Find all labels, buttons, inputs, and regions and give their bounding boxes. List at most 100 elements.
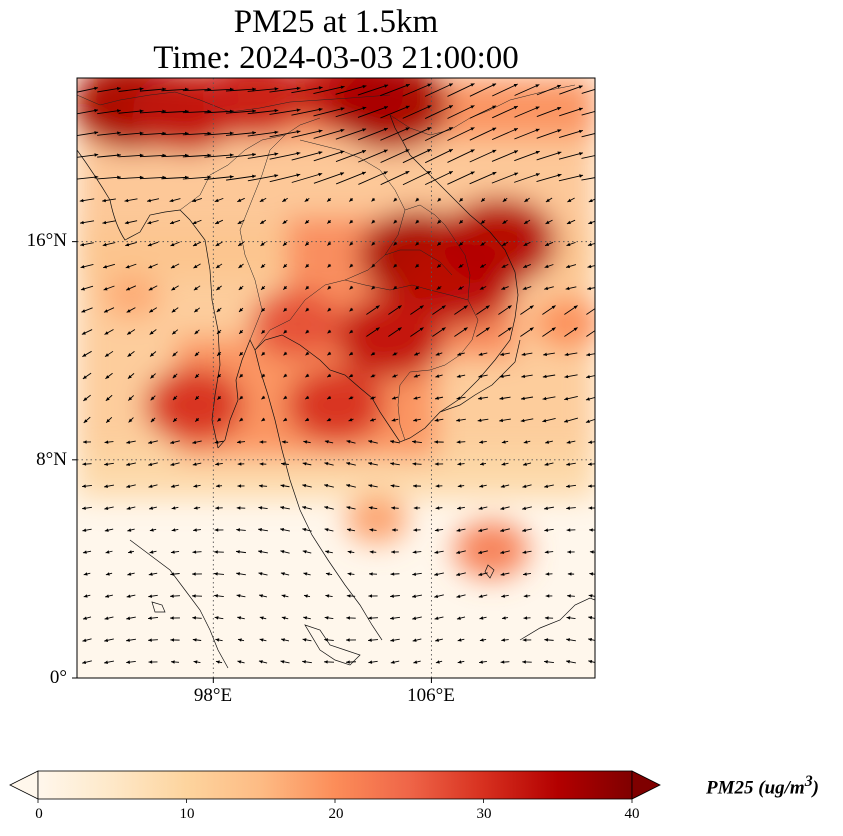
wind-arrow bbox=[522, 572, 532, 576]
wind-arrow bbox=[458, 264, 464, 268]
wind-arrow bbox=[304, 197, 310, 203]
wind-arrow bbox=[346, 594, 356, 598]
wind-arrow bbox=[435, 638, 443, 642]
wind-arrow bbox=[536, 106, 562, 118]
wind-arrow bbox=[415, 219, 420, 224]
wind-arrow bbox=[126, 594, 136, 598]
wind-arrow bbox=[217, 417, 222, 422]
wind-arrow bbox=[327, 351, 332, 356]
wind-arrow bbox=[581, 177, 595, 181]
wind-arrow bbox=[502, 197, 508, 203]
wind-arrow bbox=[335, 150, 367, 162]
wind-arrow bbox=[192, 241, 202, 247]
wind-arrow bbox=[588, 637, 595, 642]
colorbar-tick-30: 30 bbox=[476, 806, 492, 822]
wind-arrow bbox=[436, 241, 442, 246]
wind-arrow bbox=[565, 286, 577, 291]
wind-arrow bbox=[83, 416, 91, 424]
wind-arrow bbox=[194, 395, 200, 401]
wind-arrow bbox=[305, 307, 310, 312]
wind-arrow bbox=[204, 153, 234, 158]
wind-arrow bbox=[302, 484, 312, 488]
wind-arrow bbox=[566, 241, 576, 247]
colorbar bbox=[9, 770, 661, 803]
wind-arrow bbox=[476, 305, 490, 315]
wind-arrow bbox=[237, 462, 245, 466]
wind-arrow bbox=[522, 550, 532, 554]
wind-arrow bbox=[437, 197, 442, 202]
wind-arrow bbox=[194, 373, 200, 379]
wind-arrow bbox=[434, 462, 444, 466]
wind-arrow bbox=[105, 372, 113, 380]
wind-arrow bbox=[281, 594, 289, 598]
lat-label-16n: 16°N bbox=[26, 230, 67, 251]
wind-arrow bbox=[368, 572, 378, 576]
wind-arrow bbox=[304, 417, 310, 422]
wind-arrow bbox=[124, 220, 138, 225]
wind-arrow bbox=[523, 219, 531, 225]
wind-arrow bbox=[104, 506, 114, 510]
wind-arrow bbox=[588, 594, 595, 598]
wind-arrow bbox=[522, 462, 532, 466]
wind-arrow bbox=[414, 352, 420, 356]
wind-arrow bbox=[480, 219, 486, 225]
wind-arrow bbox=[82, 660, 92, 665]
wind-arrow bbox=[566, 440, 576, 444]
wind-arrow bbox=[282, 219, 288, 225]
wind-arrow bbox=[118, 87, 144, 92]
wind-arrow bbox=[501, 638, 509, 642]
wind-arrow bbox=[104, 440, 114, 444]
wind-arrow bbox=[585, 418, 595, 423]
wind-arrow bbox=[388, 305, 402, 315]
wind-arrow bbox=[521, 374, 533, 379]
wind-arrow bbox=[215, 462, 223, 466]
wind-arrow bbox=[148, 638, 158, 642]
wind-arrow bbox=[587, 242, 595, 247]
wind-arrow bbox=[216, 329, 222, 335]
colorbar-title-close: ) bbox=[812, 777, 819, 799]
wind-arrow bbox=[149, 528, 157, 532]
wind-arrow bbox=[82, 484, 92, 488]
wind-arrow bbox=[102, 263, 116, 269]
wind-arrow bbox=[585, 375, 595, 379]
wind-arrow bbox=[305, 395, 310, 400]
wind-arrow bbox=[566, 528, 576, 532]
wind-arrow bbox=[313, 85, 345, 94]
wind-arrow bbox=[564, 352, 578, 357]
pm25-hotspot bbox=[346, 496, 408, 544]
wind-arrow bbox=[447, 83, 475, 97]
wind-arrow bbox=[391, 418, 399, 422]
wind-arrow bbox=[544, 241, 554, 247]
wind-arrow bbox=[412, 440, 422, 444]
wind-arrow bbox=[501, 616, 509, 620]
wind-arrow bbox=[170, 638, 180, 642]
wind-arrow bbox=[80, 242, 94, 247]
wind-arrow bbox=[346, 660, 356, 664]
wind-arrow bbox=[357, 84, 389, 96]
wind-arrow bbox=[390, 572, 400, 576]
wind-arrow bbox=[371, 285, 376, 290]
wind-arrow bbox=[125, 285, 137, 291]
wind-arrow bbox=[214, 528, 224, 532]
map-title-line1: PM25 at 1.5km bbox=[233, 4, 439, 40]
wind-arrow bbox=[477, 418, 489, 422]
wind-arrow bbox=[192, 616, 202, 620]
colorbar-tick-0: 0 bbox=[35, 806, 43, 822]
wind-arrow bbox=[260, 241, 266, 247]
wind-arrow bbox=[237, 660, 245, 664]
wind-arrow bbox=[390, 484, 400, 488]
wind-arrow bbox=[588, 220, 595, 225]
wind-arrow bbox=[567, 594, 575, 598]
wind-arrow bbox=[500, 506, 510, 510]
wind-arrow bbox=[492, 83, 518, 97]
wind-arrow bbox=[502, 219, 508, 225]
wind-arrow bbox=[304, 220, 310, 224]
wind-arrow bbox=[182, 175, 212, 180]
wind-arrow bbox=[323, 660, 335, 664]
wind-arrow bbox=[348, 395, 354, 400]
wind-arrow bbox=[366, 305, 380, 315]
wind-arrow bbox=[82, 350, 92, 358]
wind-arrow bbox=[413, 418, 421, 422]
wind-arrow bbox=[302, 462, 312, 466]
wind-arrow bbox=[478, 528, 488, 532]
